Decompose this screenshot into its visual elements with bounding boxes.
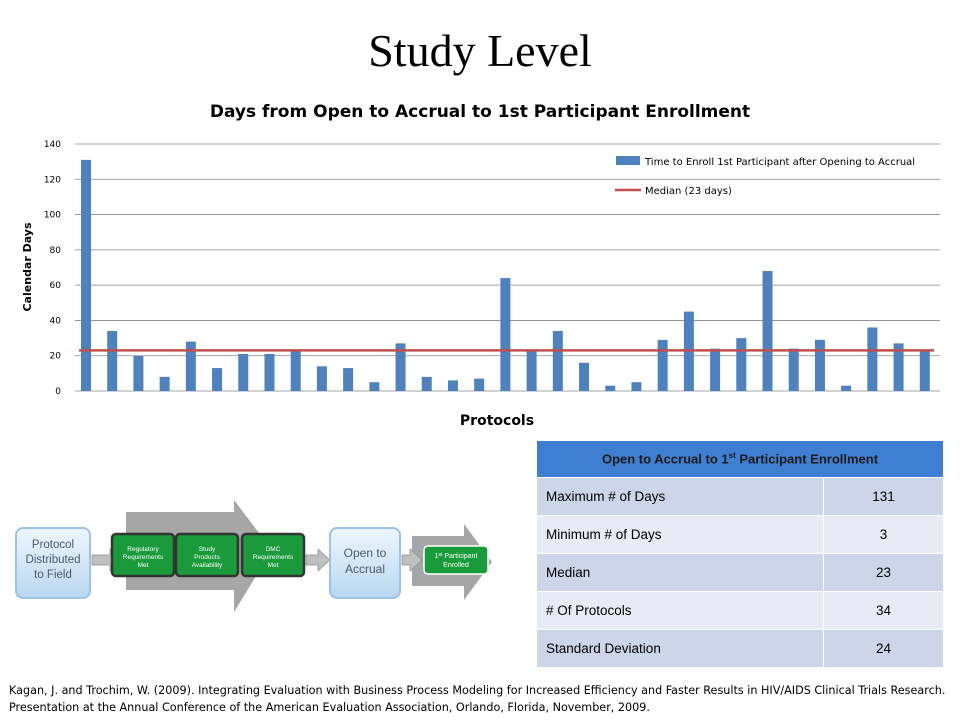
bar xyxy=(447,380,458,391)
first-participant-box xyxy=(423,545,489,575)
bar xyxy=(133,355,144,391)
study-products-line2: Products xyxy=(194,554,220,561)
table-row: Median 23 xyxy=(536,553,944,592)
bar xyxy=(736,338,747,391)
bar xyxy=(788,348,799,391)
open-to-accrual-line1: Open to xyxy=(344,546,387,560)
table-row: # Of Protocols 34 xyxy=(536,591,944,630)
bar xyxy=(605,385,616,391)
bar xyxy=(343,368,354,391)
bar xyxy=(290,350,301,391)
legend-label-bars: Time to Enroll 1st Participant after Ope… xyxy=(644,157,915,168)
row-value: 131 xyxy=(823,477,944,516)
y-axis-title: Calendar Days xyxy=(21,222,34,311)
bar xyxy=(212,368,223,391)
regulatory-line2: Requirements xyxy=(123,554,164,561)
stats-header-sup: st xyxy=(728,451,736,461)
bar xyxy=(710,348,721,391)
slide-title: Study Level xyxy=(368,25,592,76)
protocol-distributed-line1: Protocol xyxy=(32,539,74,551)
dmc-requirements-box xyxy=(240,532,306,578)
y-tick-label: 40 xyxy=(50,316,62,326)
process-flow: Protocol Distributed to Field Regulatory… xyxy=(15,500,492,612)
study-products-box xyxy=(174,532,240,578)
bar xyxy=(814,339,825,391)
stats-table-header: Open to Accrual to 1st Participant Enrol… xyxy=(536,440,944,478)
bar xyxy=(526,350,537,391)
dmc-line3: Met xyxy=(268,562,279,569)
regulatory-line3: Met xyxy=(138,562,149,569)
stats-header-text: Open to Accrual to 1 xyxy=(601,451,729,467)
row-value: 3 xyxy=(823,515,944,554)
y-tick-label: 0 xyxy=(55,387,61,397)
bar xyxy=(81,159,91,391)
bar xyxy=(107,331,118,391)
open-to-accrual-line2: Accrual xyxy=(345,562,385,576)
bar xyxy=(264,353,275,391)
bar xyxy=(369,382,380,391)
row-label: Minimum # of Days xyxy=(536,515,824,554)
bar xyxy=(841,385,852,391)
bar xyxy=(919,350,930,391)
row-label: Maximum # of Days xyxy=(536,477,824,516)
y-tick-label: 80 xyxy=(50,246,62,256)
bar xyxy=(867,327,878,391)
bar xyxy=(395,343,406,391)
bar xyxy=(657,339,668,391)
row-value: 23 xyxy=(823,553,944,592)
row-label: Standard Deviation xyxy=(536,629,824,668)
table-row: Minimum # of Days 3 xyxy=(536,515,944,554)
dmc-line2: Requirements xyxy=(253,554,294,561)
first-participant-line2: Enrolled xyxy=(443,562,469,569)
chart-title: Days from Open to Accrual to 1st Partici… xyxy=(209,102,751,122)
table-row: Maximum # of Days 131 xyxy=(536,477,944,516)
connector-arrow xyxy=(401,548,423,572)
protocol-distributed-box xyxy=(15,527,91,599)
dmc-line1: DMC xyxy=(266,546,281,553)
bar xyxy=(185,341,196,391)
bar xyxy=(316,366,327,391)
y-tick-label: 20 xyxy=(50,352,62,362)
stats-header-text-end: Participant Enrollment xyxy=(735,451,879,467)
legend-swatch-bars xyxy=(616,156,640,165)
bar xyxy=(552,331,563,391)
bar xyxy=(762,271,773,391)
bar xyxy=(500,278,511,391)
protocol-distributed-line3: to Field xyxy=(34,569,72,581)
stats-table: Open to Accrual to 1st Participant Enrol… xyxy=(536,440,944,668)
bar xyxy=(421,376,432,391)
legend-label-median: Median (23 days) xyxy=(645,186,732,197)
bar xyxy=(579,362,590,391)
open-to-accrual-box xyxy=(329,527,401,599)
bar xyxy=(631,382,642,391)
protocol-distributed-line2: Distributed xyxy=(26,554,81,566)
bar xyxy=(893,343,904,391)
connector-arrow xyxy=(305,548,331,572)
row-value: 24 xyxy=(823,629,944,668)
study-products-line1: Study xyxy=(199,546,216,553)
bar xyxy=(474,378,485,391)
bar xyxy=(159,376,170,391)
bar xyxy=(238,353,249,391)
first-participant-line1: 1st Participant xyxy=(435,552,478,560)
row-label: # Of Protocols xyxy=(536,591,824,630)
row-label: Median xyxy=(536,553,824,592)
y-tick-label: 120 xyxy=(44,175,61,185)
study-products-line3: Availability xyxy=(192,562,223,569)
citation: Kagan, J. and Trochim, W. (2009). Integr… xyxy=(9,684,946,714)
y-tick-label: 100 xyxy=(44,211,61,221)
regulatory-requirements-box xyxy=(110,532,176,578)
row-value: 34 xyxy=(823,591,944,630)
table-row: Standard Deviation 24 xyxy=(536,629,944,668)
y-tick-label: 140 xyxy=(44,140,61,150)
y-tick-label: 60 xyxy=(50,281,62,291)
regulatory-line1: Regulatory xyxy=(127,546,159,553)
x-axis-title: Protocols xyxy=(460,413,534,429)
